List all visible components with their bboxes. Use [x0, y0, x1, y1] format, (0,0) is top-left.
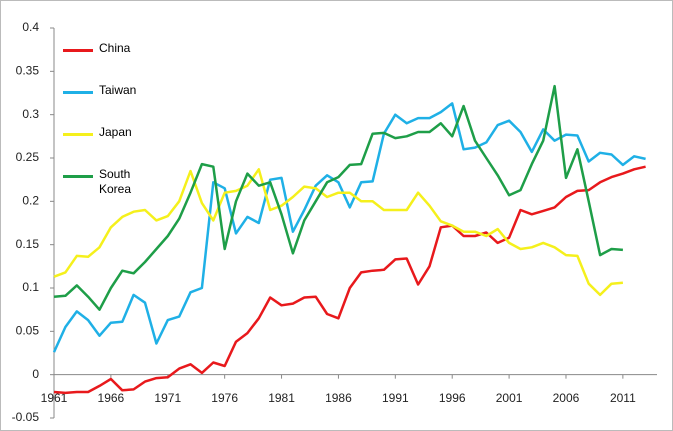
x-tick-label: 1976 [211, 391, 238, 405]
x-tick-label: 1991 [382, 391, 409, 405]
y-tick-label: 0.25 [16, 150, 40, 164]
legend-label: South Korea [99, 167, 132, 196]
series-line [53, 168, 623, 297]
legend-item: South Korea [63, 167, 173, 209]
legend-label: Japan [99, 125, 132, 139]
x-tick-label: 2001 [496, 391, 523, 405]
y-tick-label: 0.1 [22, 280, 39, 294]
legend-label: Taiwan [99, 83, 137, 97]
x-tick-label: 1961 [41, 391, 68, 405]
y-tick-label: 0.2 [22, 194, 39, 208]
y-tick-label: 0.05 [16, 324, 40, 338]
legend-swatch [63, 49, 93, 52]
legend-item: Japan [63, 125, 173, 167]
legend-item: Taiwan [63, 83, 173, 125]
legend-item: China [63, 41, 173, 83]
legend-swatch [63, 91, 93, 94]
x-tick-label: 1966 [98, 391, 125, 405]
y-tick-label: 0.3 [22, 107, 39, 121]
x-tick-label: 2006 [553, 391, 580, 405]
series-line [52, 102, 646, 353]
legend-swatch [63, 175, 93, 178]
legend-label: China [99, 41, 131, 55]
y-tick-label: -0.05 [12, 410, 40, 424]
x-tick-label: 2011 [610, 391, 636, 405]
y-tick-label: 0.15 [16, 237, 40, 251]
y-tick-label: 0 [32, 367, 39, 381]
y-tick-label: 0.35 [16, 64, 40, 78]
x-tick-label: 1971 [154, 391, 181, 405]
series-line [53, 165, 646, 395]
legend: China Taiwan Japan South Korea [63, 41, 173, 209]
x-tick-label: 1981 [268, 391, 295, 405]
y-tick-label: 0.4 [22, 20, 39, 34]
x-tick-label: 1986 [325, 391, 352, 405]
legend-swatch [63, 133, 93, 136]
x-tick-label: 1996 [439, 391, 466, 405]
series-line [53, 84, 623, 311]
